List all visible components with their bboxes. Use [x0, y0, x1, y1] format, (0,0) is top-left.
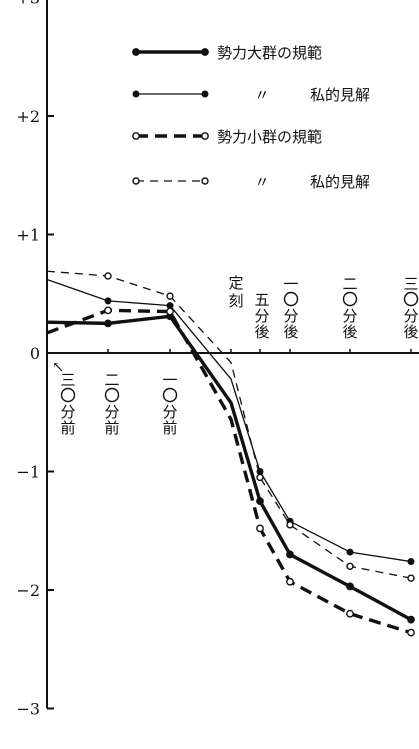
- legend-marker: [132, 177, 140, 185]
- series-4-point: [407, 574, 415, 582]
- series-3-point: [407, 628, 415, 637]
- x-label-below-1-char: [60, 387, 76, 403]
- legend-marker: [132, 48, 140, 56]
- series-1-point: [256, 497, 264, 506]
- series-3-point: [286, 577, 294, 586]
- y-tick-label: 0: [30, 344, 40, 363]
- y-tick-label: −3: [16, 700, 40, 719]
- y-tick-label: +1: [16, 226, 40, 245]
- series-3-point: [256, 524, 264, 533]
- x-label-above-2-char: 後: [283, 323, 298, 341]
- x-label-above-3-char: 後: [342, 323, 357, 341]
- x-label-above-4-char: [403, 291, 419, 307]
- series-4-point: [166, 292, 174, 300]
- x-label-below-3-char: [162, 387, 178, 403]
- legend-marker: [201, 132, 209, 140]
- x-label-above-1-char: 後: [254, 323, 269, 341]
- x-label-below-1-char: 三: [60, 371, 75, 389]
- series-line-4: [46, 270, 412, 579]
- x-label-below-3-char: 前: [162, 419, 177, 437]
- legend-label-2: 私的見解: [310, 86, 370, 104]
- x-label-above-3-char: [342, 291, 358, 307]
- x-label-teikoku-2: 刻: [228, 292, 243, 310]
- series-1-point: [104, 319, 112, 328]
- legend-marker: [201, 177, 209, 185]
- y-tick-label: +3: [16, 0, 40, 8]
- x-label-below-3-char: 一: [162, 371, 177, 389]
- series-4-point: [286, 521, 294, 529]
- legend-ditto-4: 〃: [254, 173, 269, 191]
- legend-label-1: 勢力大群の規範: [217, 44, 322, 62]
- annotations: ↖: [52, 358, 65, 376]
- series-2-point: [104, 297, 112, 305]
- x-label-below-3-char: 分: [162, 403, 177, 421]
- x-label-above-3-char: 分: [342, 307, 357, 325]
- series-2-point: [346, 548, 354, 556]
- legend-marker: [201, 90, 209, 98]
- series-4-point: [104, 272, 112, 280]
- series-line-2: [46, 278, 412, 563]
- series-lines: [46, 270, 415, 637]
- x-label-above-4-char: 後: [403, 323, 418, 341]
- series-2-point: [166, 302, 174, 310]
- origin-arrow-annotation: ↖: [52, 358, 65, 376]
- legend-ditto-2: 〃: [254, 86, 269, 104]
- series-line-1: [46, 314, 412, 622]
- series-3-point: [104, 306, 112, 315]
- series-1-point: [346, 582, 354, 591]
- x-label-above-1-char: 五: [254, 291, 269, 309]
- axes: [46, 0, 419, 709]
- legend-marker: [132, 132, 140, 140]
- x-label-below-2-char: 前: [104, 419, 119, 437]
- x-label-below-2-char: 分: [104, 403, 119, 421]
- x-label-below-1-char: 分: [60, 403, 75, 421]
- x-label-above-2-char: 分: [283, 307, 298, 325]
- y-tick-label: −1: [16, 463, 40, 482]
- y-tick-label: −2: [16, 581, 40, 600]
- legend-label-4: 私的見解: [310, 173, 370, 191]
- series-4-point: [256, 473, 264, 482]
- series-1-point: [286, 550, 294, 559]
- x-label-above-1-char: 分: [254, 307, 269, 325]
- series-line-3: [46, 308, 412, 635]
- x-label-below-2-char: 二: [104, 371, 119, 389]
- x-label-below-2-char: [104, 387, 120, 403]
- series-4-point: [346, 562, 354, 570]
- legend-label-3: 勢力小群の規範: [217, 128, 322, 146]
- series-3-point: [166, 307, 174, 316]
- x-label-above-2-char: [283, 291, 299, 307]
- x-label-above-2-char: 一: [283, 275, 298, 293]
- y-ticks: +3 +2 +1 0 −1 −2 −3: [16, 0, 54, 719]
- x-label-below-1-char: 前: [60, 419, 75, 437]
- series-1-point: [407, 615, 415, 624]
- y-tick-label: +2: [16, 107, 40, 126]
- x-label-above-3-char: 二: [342, 275, 357, 293]
- legend-marker: [201, 48, 209, 56]
- series-2-point: [407, 558, 415, 566]
- x-label-above-4-char: 分: [403, 307, 418, 325]
- legend-marker: [132, 90, 140, 98]
- series-3-point: [346, 609, 354, 618]
- x-label-teikoku-1: 定: [228, 274, 243, 292]
- x-label-above-4-char: 三: [403, 275, 418, 293]
